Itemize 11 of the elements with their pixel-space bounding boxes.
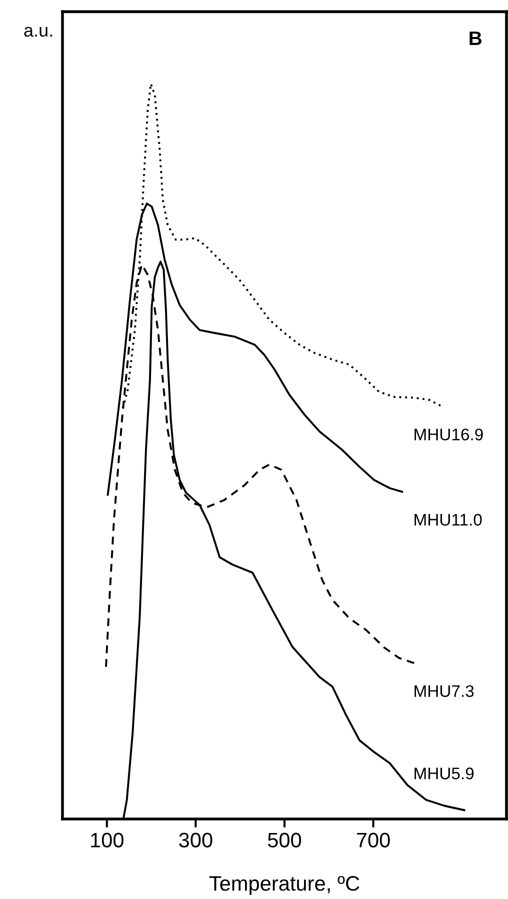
series-label: MHU16.9 — [414, 428, 483, 440]
x-tick-label: 500 — [268, 832, 302, 848]
chart-title: B — [470, 32, 482, 45]
y-axis-title: a.u. — [24, 26, 52, 37]
series-label: MHU5.9 — [414, 768, 474, 780]
x-tick-label: 100 — [91, 832, 124, 848]
series-label: MHU11.0 — [414, 514, 482, 526]
series-label: MHU7.3 — [414, 685, 474, 697]
x-tick-label: 700 — [356, 832, 390, 848]
x-tick-label: 300 — [179, 832, 212, 848]
x-axis-title: Temperature, ºC — [209, 876, 360, 895]
